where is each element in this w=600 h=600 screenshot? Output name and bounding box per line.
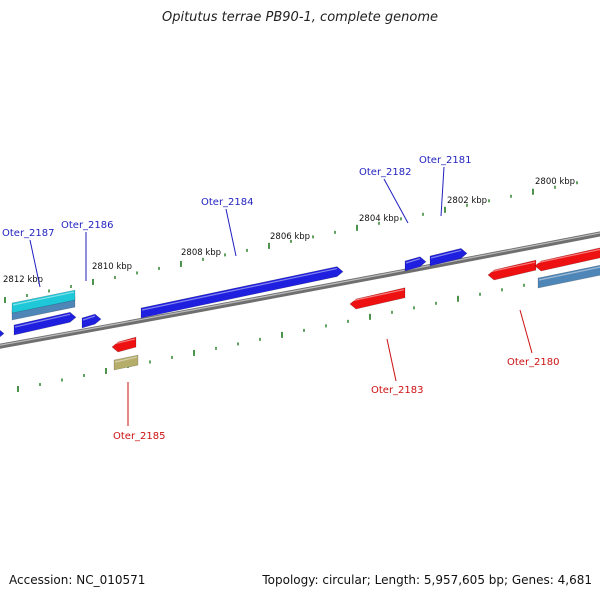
- feature-highlight: [488, 261, 536, 273]
- accession-label: Accession: NC_010571: [9, 573, 146, 587]
- Oter_2187-arrow[interactable]: [13, 311, 77, 336]
- scale-label: 2806 kbp: [270, 232, 310, 242]
- gene-label-oter_2180[interactable]: Oter_2180: [507, 357, 560, 368]
- gene-feature[interactable]: [0, 329, 5, 341]
- feature-highlight: [141, 268, 338, 311]
- feature-highlight: [12, 291, 75, 306]
- feature-highlight: [535, 248, 600, 264]
- gene-leader-line: [386, 338, 397, 382]
- gene-feature[interactable]: [534, 246, 600, 272]
- gene-label-oter_2184[interactable]: Oter_2184: [201, 197, 254, 208]
- gene-feature[interactable]: [113, 354, 139, 371]
- gene-feature[interactable]: [537, 263, 600, 289]
- scale-label: 2812 kbp: [3, 275, 43, 285]
- scale-label: 2808 kbp: [181, 248, 221, 258]
- gene-features: [0, 246, 600, 371]
- gene-label-oter_2181[interactable]: Oter_2181: [419, 155, 472, 166]
- map-title: Opitutus terrae PB90-1, complete genome: [161, 10, 439, 25]
- gene-label-oter_2182[interactable]: Oter_2182: [359, 167, 412, 178]
- feature-highlight: [112, 338, 136, 345]
- feature-highlight: [114, 356, 138, 363]
- genome-backbone: [0, 231, 600, 349]
- Oter_2180-arrow[interactable]: [487, 259, 537, 281]
- genome-backbone-highlight: [0, 232, 600, 346]
- gene-leader-line: [519, 309, 533, 354]
- scale-label: 2802 kbp: [447, 196, 487, 206]
- scale-label: 2800 kbp: [535, 177, 575, 187]
- gene-label-oter_2183[interactable]: Oter_2183: [371, 385, 424, 396]
- gene-leader-line: [225, 208, 237, 257]
- feature-highlight: [430, 249, 462, 259]
- gene-label-oter_2187[interactable]: Oter_2187: [2, 228, 55, 239]
- feature-highlight: [405, 258, 421, 264]
- feature-highlight: [14, 313, 71, 328]
- Oter_2185-arrow[interactable]: [111, 336, 137, 353]
- feature-highlight: [350, 289, 405, 302]
- gene-leader-line: [383, 178, 409, 224]
- gene-labels: Oter_2187 Oter_2186 Oter_2184 Oter_2182 Oter…: [2, 155, 560, 442]
- feature-highlight: [538, 266, 600, 281]
- feature-highlight: [82, 315, 96, 321]
- inner-scale-ticks: [17, 270, 591, 392]
- gene-leader-line: [440, 166, 445, 217]
- genome-summary: Topology: circular; Length: 5,957,605 bp…: [262, 573, 592, 587]
- scale-label: 2804 kbp: [359, 214, 399, 224]
- Oter_2186-arrow[interactable]: [81, 313, 102, 329]
- Oter_2184-arrow[interactable]: [140, 266, 344, 319]
- gene-feature[interactable]: [11, 289, 76, 314]
- scale-labels: 2812 kbp 2810 kbp 2808 kbp 2806 kbp 2804 kbp…: [3, 177, 575, 285]
- outer-scale-ticks: [4, 181, 578, 303]
- scale-label: 2810 kbp: [92, 262, 132, 272]
- gene-leader-line: [29, 239, 41, 288]
- Oter_2182-arrow[interactable]: [404, 256, 427, 272]
- gene-label-oter_2185[interactable]: Oter_2185: [113, 431, 166, 442]
- Oter_2183-arrow[interactable]: [349, 287, 406, 310]
- Oter_2181-arrow[interactable]: [429, 248, 468, 267]
- gene-label-oter_2186[interactable]: Oter_2186: [61, 220, 114, 231]
